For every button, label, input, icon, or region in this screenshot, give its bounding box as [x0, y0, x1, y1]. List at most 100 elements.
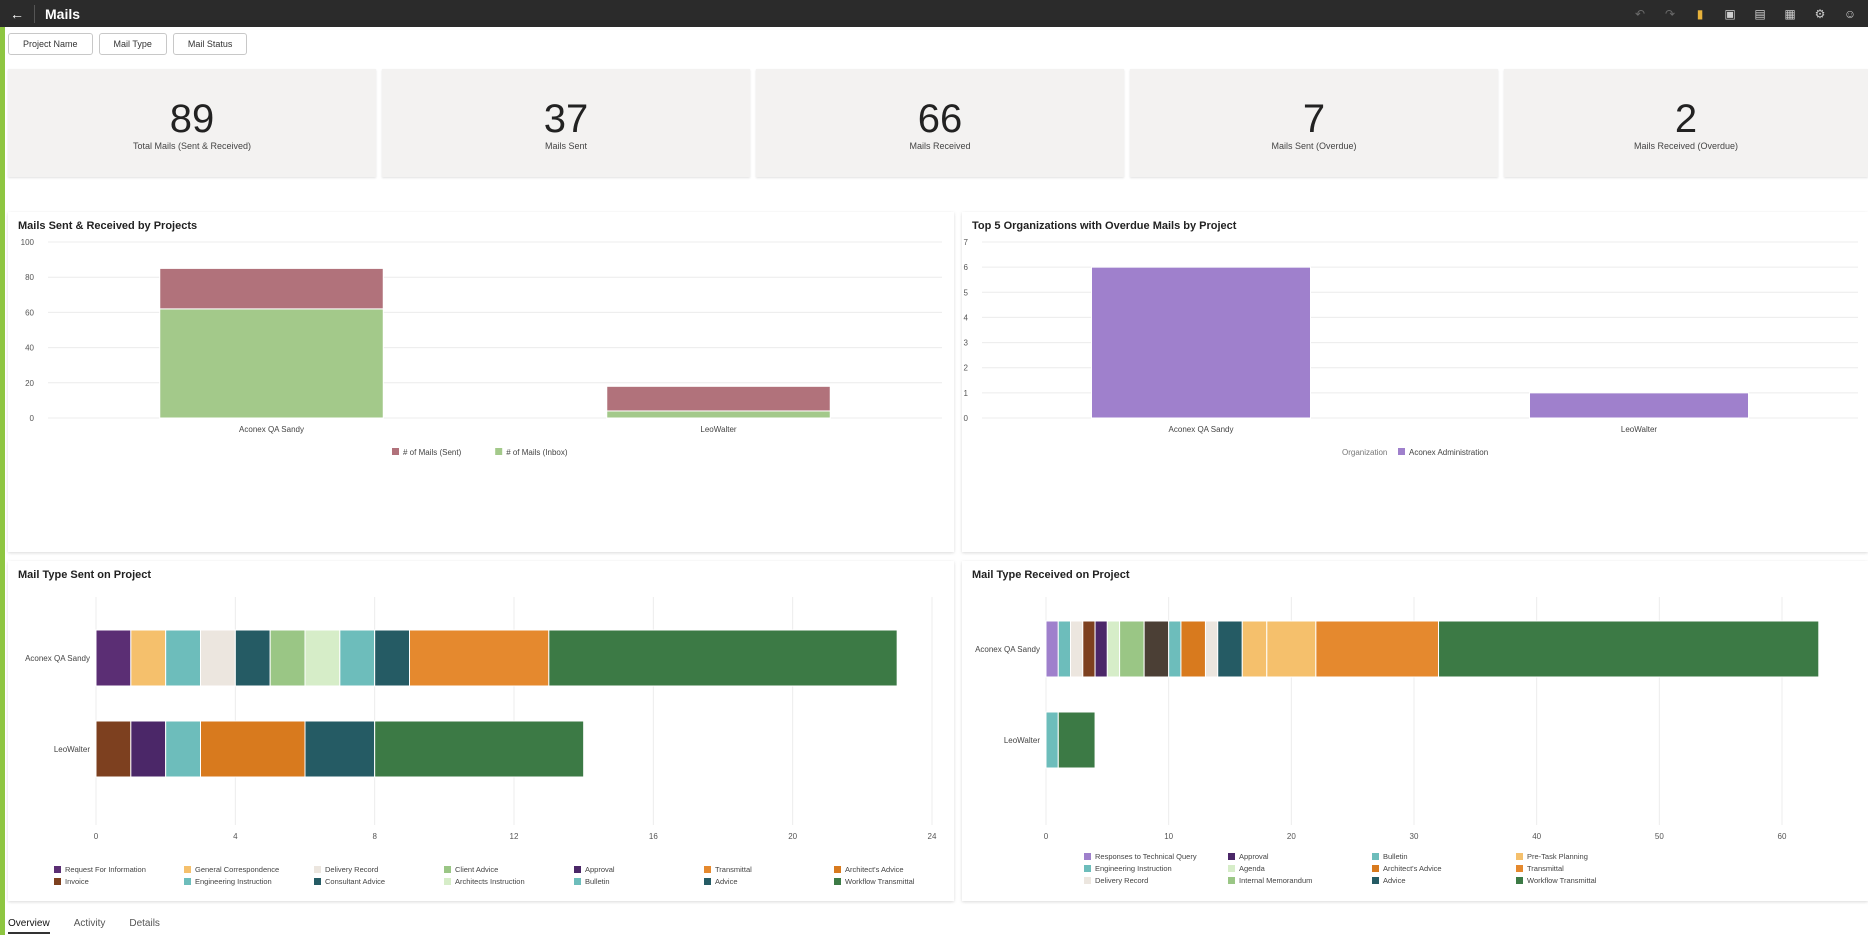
- legend-swatch: [444, 866, 451, 873]
- legend-swatch: [54, 878, 61, 885]
- document-icon[interactable]: ▤: [1754, 6, 1766, 21]
- x-tick-label: 12: [510, 832, 519, 841]
- legend-label: Invoice: [65, 877, 89, 886]
- y-tick-label: 20: [25, 379, 34, 388]
- legend-swatch: [184, 866, 191, 873]
- y-tick-label: 80: [25, 273, 34, 282]
- legend-label: Internal Memorandum: [1239, 876, 1312, 885]
- kpi-mails-sent-overdue: 7 Mails Sent (Overdue): [1130, 69, 1498, 177]
- share-icon[interactable]: ⚙: [1814, 6, 1826, 21]
- y-tick-label: 1: [964, 389, 969, 398]
- legend-label: Pre-Task Planning: [1527, 852, 1588, 861]
- tab-details[interactable]: Details: [129, 918, 160, 929]
- bar-of-mails-sent: [606, 385, 831, 412]
- chart-panel-overdue-orgs: Top 5 Organizations with Overdue Mails b…: [962, 212, 1868, 552]
- tab-overview[interactable]: Overview: [8, 918, 50, 934]
- legend-swatch: [1398, 448, 1405, 455]
- x-tick-label: 60: [1778, 832, 1787, 841]
- bar-segment-approval: [1094, 620, 1108, 678]
- legend-label: Engineering Instruction: [1095, 864, 1172, 873]
- legend-swatch: [54, 866, 61, 873]
- legend-label: Approval: [585, 865, 615, 874]
- bar-segment-site-photo: [1143, 620, 1170, 678]
- legend-label: Bulletin: [1383, 852, 1408, 861]
- y-tick-label: 40: [25, 344, 34, 353]
- bar-segment-invoice: [95, 720, 132, 778]
- app-title: Mails: [45, 5, 81, 22]
- save-icon[interactable]: ▣: [1724, 6, 1736, 21]
- toolbar-icons: ↶ ↷ ▮ ▣ ▤ ▦ ⚙ ☺: [1632, 0, 1858, 27]
- legend-label: Architects Instruction: [455, 877, 525, 886]
- divider: [34, 4, 35, 23]
- x-tick-label: 30: [1410, 832, 1419, 841]
- x-category-label: Aconex QA Sandy: [239, 425, 304, 434]
- bar-aconex-administration: [1529, 392, 1749, 419]
- legend-swatch: [1372, 853, 1379, 860]
- legend-swatch: [184, 878, 191, 885]
- bar-segment-advice: [1217, 620, 1243, 678]
- chart-panel-type-sent: Mail Type Sent on Project 0 4 8 12 16 20 24 Aco…: [8, 561, 954, 901]
- chart-sent-received: 0 20 40 60 80 100 Aconex QA Sandy LeoWalter # of…: [21, 238, 942, 457]
- x-tick-label: 0: [1044, 832, 1049, 841]
- bar-segment-approval: [130, 720, 167, 778]
- legend-label: Engineering Instruction: [195, 877, 272, 886]
- export-icon[interactable]: ▦: [1784, 6, 1796, 21]
- filter-mail-type[interactable]: Mail Type: [98, 33, 167, 55]
- user-icon[interactable]: ☺: [1843, 6, 1857, 21]
- y-tick-label: 6: [964, 263, 969, 272]
- bar-segment-transmittal: [409, 629, 550, 687]
- kpi-mails-received: 66 Mails Received: [756, 69, 1124, 177]
- bar-segment-engineering-instruction: [165, 629, 202, 687]
- bar-segment-agenda: [1106, 620, 1121, 678]
- kpi-value: 37: [543, 97, 589, 141]
- bar-segment-engineering-instruction: [1045, 711, 1059, 769]
- kpi-mails-sent: 37 Mails Sent: [382, 69, 750, 177]
- bar-segment-invoice: [1082, 620, 1096, 678]
- legend-swatch: [1228, 853, 1235, 860]
- chart-title: Mail Type Sent on Project: [18, 569, 152, 581]
- legend-label: Responses to Technical Query: [1095, 852, 1197, 861]
- x-category-label: LeoWalter: [1621, 425, 1658, 434]
- bar-segment-workflow-transmittal: [548, 629, 898, 687]
- y-tick-label: 0: [964, 414, 969, 423]
- x-tick-label: 20: [788, 832, 797, 841]
- arrow-left-icon[interactable]: ←: [10, 5, 24, 22]
- y-tick-label: 3: [964, 339, 969, 348]
- bar-segment-general-correspondence: [130, 629, 167, 687]
- bar-of-mails-sent: [159, 267, 384, 310]
- legend-label: Transmittal: [1527, 864, 1564, 873]
- bar-segment-consultant-advice: [304, 720, 376, 778]
- chart-title: Mails Sent & Received by Projects: [18, 220, 198, 232]
- bar-segment-bulletin: [1168, 620, 1182, 678]
- bar-segment-workflow-transmittal: [1057, 711, 1096, 769]
- legend-swatch: [1372, 877, 1379, 884]
- legend-label: Approval: [1239, 852, 1269, 861]
- top-bar: ← Mails ↶ ↷ ▮ ▣ ▤ ▦ ⚙ ☺: [0, 0, 1868, 27]
- accent-bar: [0, 0, 5, 935]
- x-tick-label: 40: [1532, 832, 1541, 841]
- bookmark-icon[interactable]: ▮: [1696, 6, 1704, 21]
- y-tick-label: 60: [25, 308, 34, 317]
- y-tick-label: 7: [964, 238, 969, 247]
- x-category-label: Aconex QA Sandy: [1169, 425, 1234, 434]
- undo-icon[interactable]: ↶: [1634, 6, 1646, 21]
- tab-activity[interactable]: Activity: [73, 918, 106, 929]
- legend-label: Advice: [715, 877, 738, 886]
- bar-segment-engineering-instruction: [165, 720, 202, 778]
- bar-segment-bulletin: [339, 629, 376, 687]
- kpi-label: Mails Sent: [544, 141, 588, 151]
- legend-label: Delivery Record: [1095, 876, 1148, 885]
- y-category-label: Aconex QA Sandy: [975, 645, 1040, 654]
- filter-mail-status[interactable]: Mail Status: [172, 33, 248, 55]
- bar-segment-workflow-transmittal: [374, 720, 585, 778]
- filter-project-name[interactable]: Project Name: [8, 33, 93, 55]
- bar-segment-client-advice: [269, 629, 306, 687]
- legend-swatch: [574, 866, 581, 873]
- bar-segment-responses-to-technical-query: [1045, 620, 1059, 678]
- x-tick-label: 16: [649, 832, 658, 841]
- legend-label: General Correspondence: [195, 865, 279, 874]
- legend-swatch: [314, 866, 321, 873]
- legend-label: Bulletin: [585, 877, 610, 886]
- redo-icon[interactable]: ↷: [1664, 6, 1676, 21]
- legend-swatch: [834, 878, 841, 885]
